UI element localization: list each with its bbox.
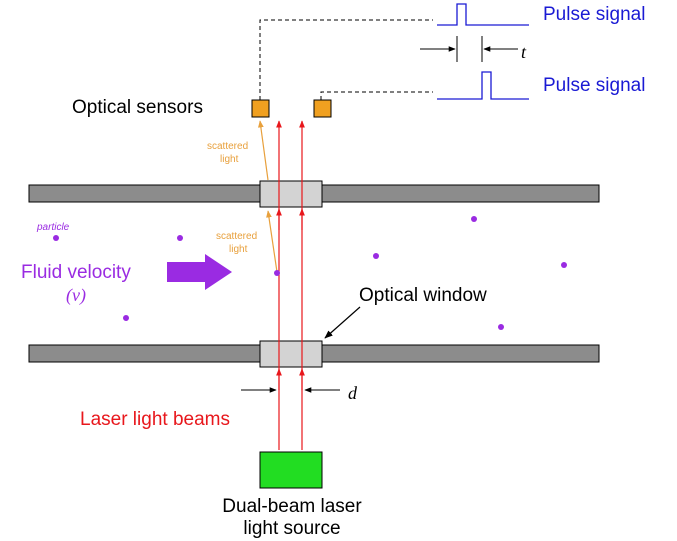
scattered-light-label-lower-2: light	[229, 244, 248, 255]
pulse-signal-label-bottom: Pulse signal	[543, 75, 645, 96]
scattered-light-ray-lower	[266, 210, 278, 273]
pulse-waveform-top	[437, 3, 529, 26]
scattered-light-label-upper-1: scattered	[207, 141, 248, 152]
laser-beams-label: Laser light beams	[80, 409, 230, 430]
pulse-signal-label-top: Pulse signal	[543, 4, 645, 25]
particle-dot	[123, 315, 129, 321]
laser-source-label-line2: light source	[243, 518, 340, 539]
fluid-velocity-label: Fluid velocity	[21, 262, 131, 283]
laser-light-source	[259, 451, 323, 489]
scattered-light-ray-upper	[258, 120, 269, 181]
optical-sensors-label: Optical sensors	[72, 97, 203, 118]
particle-dot	[53, 235, 59, 241]
distance-symbol: d	[348, 383, 358, 403]
particle-dot	[561, 262, 567, 268]
signal-wire-right	[320, 91, 433, 100]
particle-dot	[274, 270, 280, 276]
particle-label: particle	[36, 222, 70, 233]
time-symbol: t	[521, 42, 527, 62]
optical-window-top	[259, 180, 323, 208]
fluid-velocity-arrow	[167, 254, 232, 290]
optical-window-label: Optical window	[359, 285, 487, 306]
pulse-waveform-bottom	[437, 71, 529, 100]
optical-sensor-right	[313, 99, 332, 118]
signal-wire-left	[259, 19, 433, 100]
optical-window-bottom	[259, 340, 323, 368]
particle-dot	[471, 216, 477, 222]
scattered-light-label-upper-2: light	[220, 154, 239, 165]
particle-dot	[498, 324, 504, 330]
particle-dot	[177, 235, 183, 241]
optical-window-pointer	[324, 306, 361, 339]
laser-source-label-line1: Dual-beam laser	[222, 496, 362, 517]
optical-sensor-left	[251, 99, 270, 118]
scattered-light-label-lower-1: scattered	[216, 231, 257, 242]
particle-dot	[373, 253, 379, 259]
velocity-symbol: (v)	[66, 285, 86, 306]
